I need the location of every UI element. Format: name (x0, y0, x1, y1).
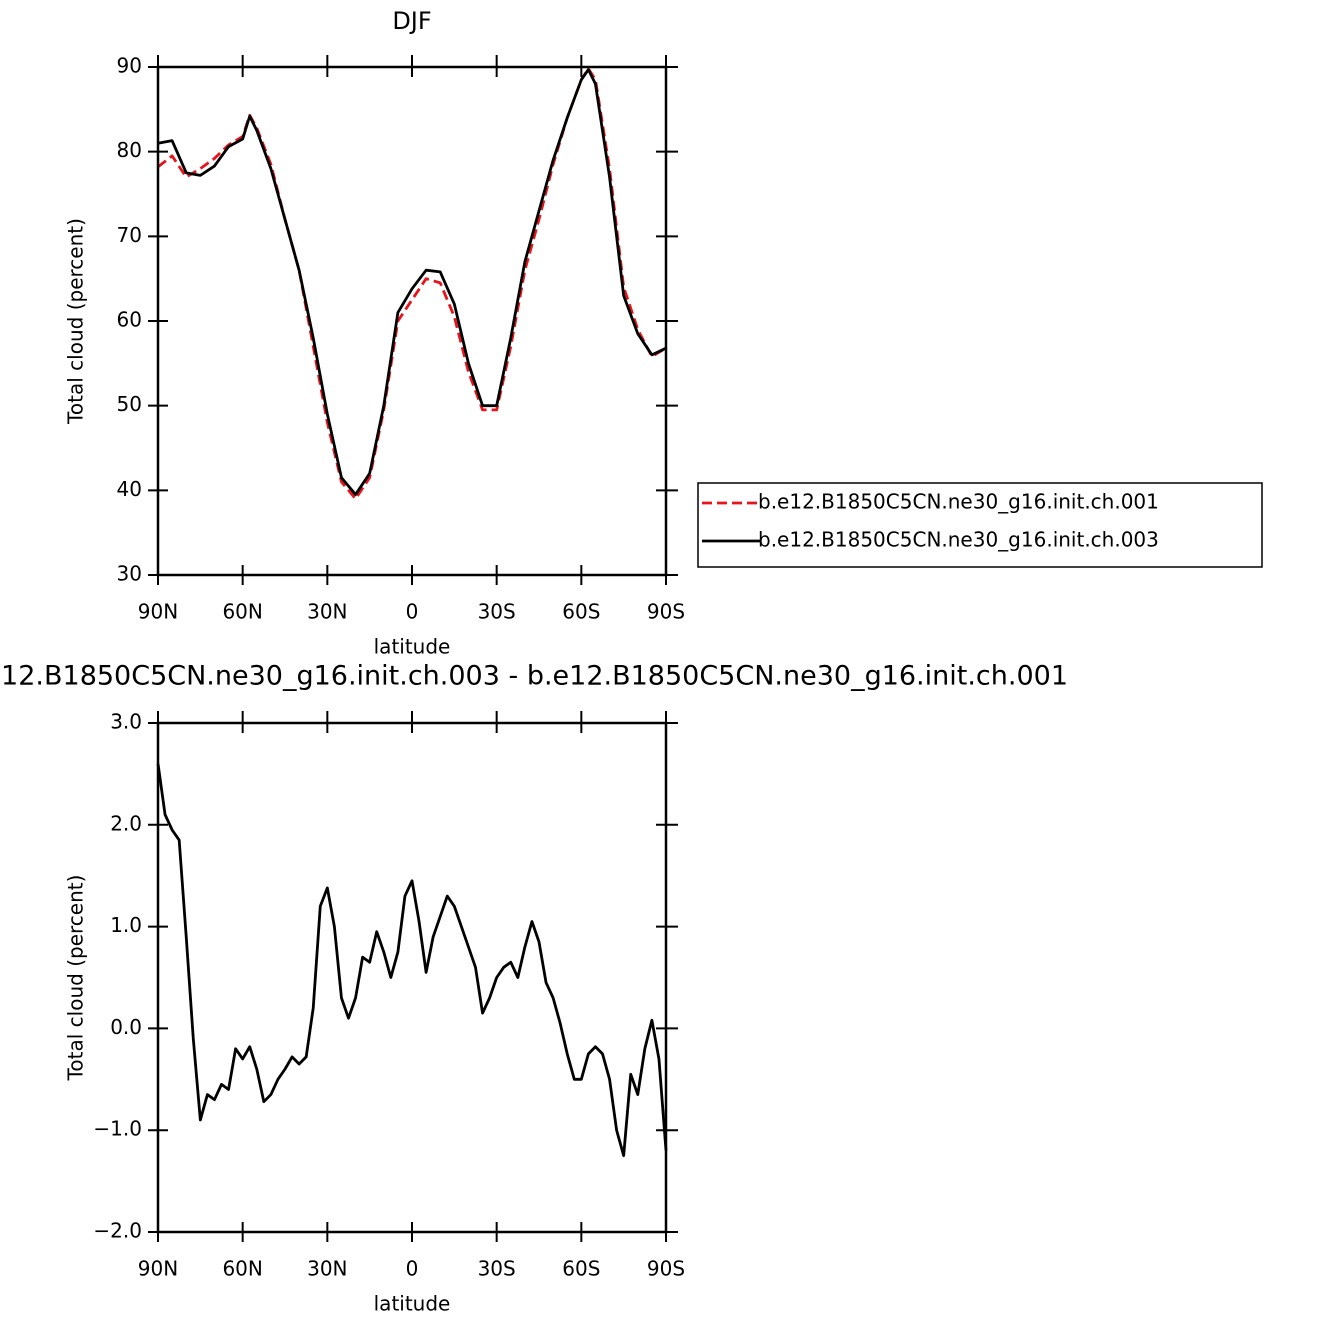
x-tick-label: 90S (647, 600, 685, 624)
legend-label: b.e12.B1850C5CN.ne30_g16.init.ch.001 (758, 490, 1159, 514)
plot-frame (156, 721, 668, 1234)
x-tick-label: 60S (562, 600, 600, 624)
y-tick-label: 40 (117, 477, 142, 501)
x-tick-label: 30S (478, 600, 516, 624)
y-tick-label: 50 (117, 392, 142, 416)
x-axis-label: latitude (374, 635, 451, 659)
x-tick-label: 90N (138, 1257, 178, 1281)
y-tick-label: 3.0 (110, 710, 142, 734)
y-tick-label: 80 (117, 138, 142, 162)
x-tick-label: 60N (222, 600, 262, 624)
x-tick-label: 0 (406, 1257, 419, 1281)
legend-label: b.e12.B1850C5CN.ne30_g16.init.ch.003 (758, 528, 1159, 552)
x-tick-label: 60N (222, 1257, 262, 1281)
x-axis-label: latitude (374, 1292, 451, 1316)
x-tick-label: 60S (562, 1257, 600, 1281)
legend-box (697, 482, 1263, 568)
y-tick-label: 0.0 (110, 1015, 142, 1039)
x-tick-label: 30N (307, 600, 347, 624)
plot-frame (156, 65, 668, 577)
x-tick-label: 90S (647, 1257, 685, 1281)
x-tick-label: 0 (406, 600, 419, 624)
y-tick-label: 70 (117, 223, 142, 247)
x-tick-label: 90N (138, 600, 178, 624)
y-tick-label: 90 (117, 54, 142, 78)
y-tick-label: 1.0 (110, 913, 142, 937)
x-tick-label: 30N (307, 1257, 347, 1281)
data-line (157, 68, 667, 496)
y-tick-label: 30 (117, 562, 142, 586)
y-axis-label: Total cloud (percent) (64, 875, 88, 1082)
y-tick-label: 2.0 (110, 811, 142, 835)
chart-title: b.e12.B1850C5CN.ne30_g16.init.ch.003 - b… (0, 661, 1068, 692)
y-axis-label: Total cloud (percent) (64, 218, 88, 425)
y-tick-label: 60 (117, 308, 142, 332)
data-line (157, 67, 667, 501)
data-line (156, 763, 668, 1158)
y-tick-label: −2.0 (93, 1219, 142, 1243)
y-tick-label: −1.0 (93, 1117, 142, 1141)
chart-title: DJF (392, 7, 431, 35)
x-tick-label: 30S (478, 1257, 516, 1281)
